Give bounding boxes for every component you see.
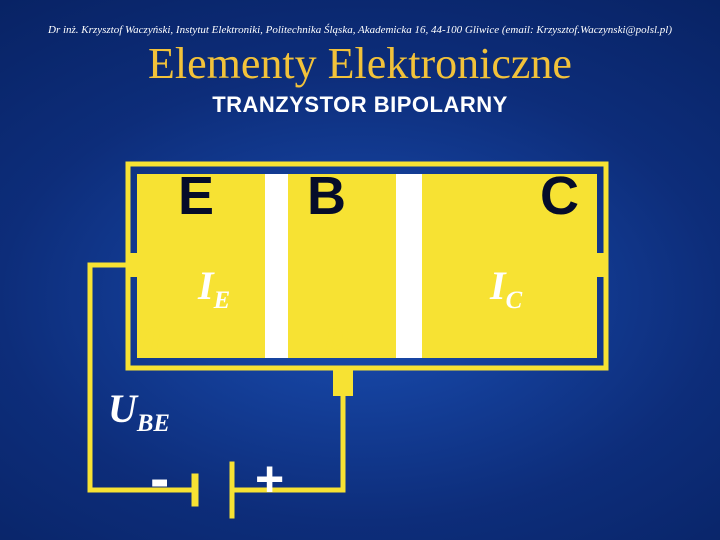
emitter-label: E xyxy=(178,165,214,227)
n-right-label: n xyxy=(570,314,594,359)
battery-minus: - xyxy=(150,445,169,512)
transistor-diagram xyxy=(0,0,720,540)
ube-voltage-label: UBE xyxy=(108,385,170,438)
ic-current-label: IC xyxy=(490,262,522,315)
n-left-label: n xyxy=(137,314,161,359)
battery-plus: + xyxy=(255,450,284,508)
collector-label: C xyxy=(540,165,579,227)
ie-current-label: IE xyxy=(198,262,230,315)
p-label: p xyxy=(325,314,349,359)
base-label: B xyxy=(307,165,346,227)
